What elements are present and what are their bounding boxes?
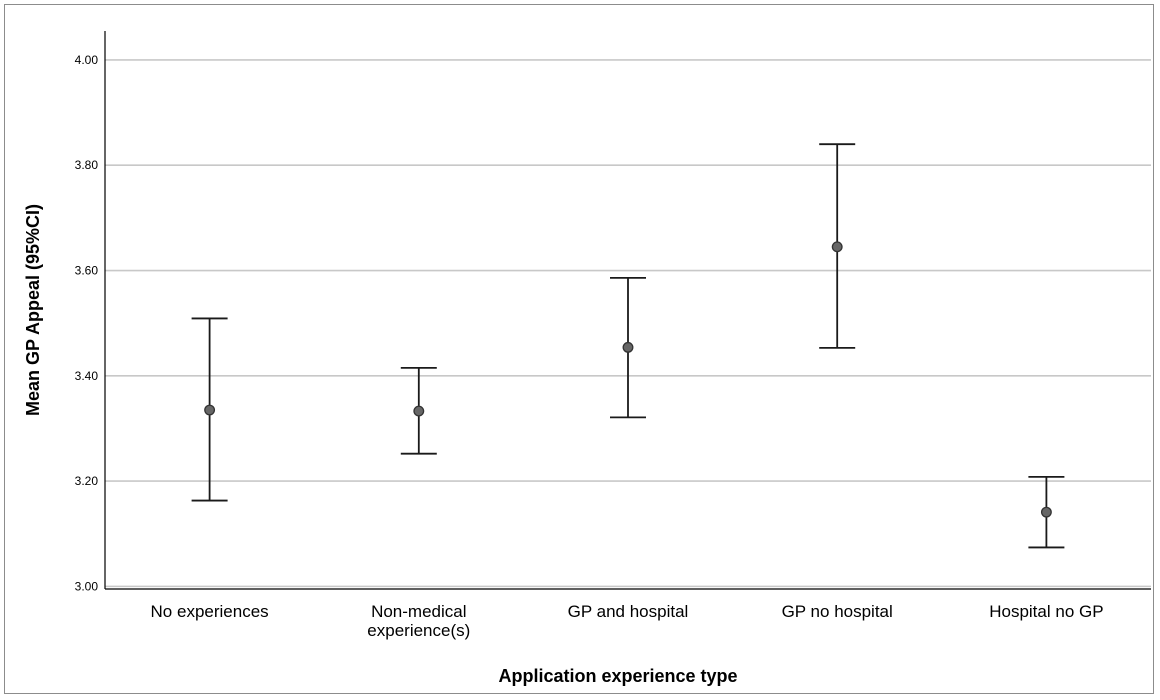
mean-point	[1040, 506, 1052, 518]
y-tick-label: 3.00	[75, 579, 99, 593]
y-axis-title: Mean GP Appeal (95%CI)	[23, 204, 43, 416]
x-category-label: Hospital no GP	[989, 602, 1103, 621]
y-tick-label: 3.40	[75, 369, 99, 383]
x-category-label-line: experience(s)	[367, 621, 470, 640]
chart-frame: 3.00 3.20 3.40 3.60 3.80 4.00 No experiences N…	[4, 4, 1154, 694]
x-category-label: No experiences	[151, 602, 269, 621]
x-category-label-line: GP no hospital	[782, 602, 893, 621]
y-tick-labels: 3.00 3.20 3.40 3.60 3.80 4.00	[75, 53, 99, 593]
y-tick-label: 3.80	[75, 158, 99, 172]
x-category-label: Non-medical experience(s)	[367, 602, 470, 640]
mean-point	[413, 405, 425, 417]
error-bar-chart: 3.003.203.403.603.804.00 No experiences N…	[23, 31, 1151, 686]
mean-point	[204, 404, 216, 416]
error-bars	[191, 143, 1065, 549]
x-category-label: GP and hospital	[568, 602, 689, 621]
x-category-label-line: Non-medical	[371, 602, 466, 621]
x-category-label-line: Hospital no GP	[989, 602, 1103, 621]
x-category-label-line: No experiences	[151, 602, 269, 621]
x-category-label: GP no hospital	[782, 602, 893, 621]
x-category-labels: No experiences Non-medical experience(s) GP…	[151, 602, 1104, 640]
y-tick-label: 3.20	[75, 474, 99, 488]
mean-point	[831, 241, 843, 253]
axes	[104, 31, 1151, 590]
y-tick-label: 4.00	[75, 53, 99, 67]
mean-point	[622, 341, 634, 353]
y-tick-label: 3.60	[75, 264, 99, 278]
x-axis-title: Application experience type	[498, 666, 737, 686]
x-category-label-line: GP and hospital	[568, 602, 689, 621]
